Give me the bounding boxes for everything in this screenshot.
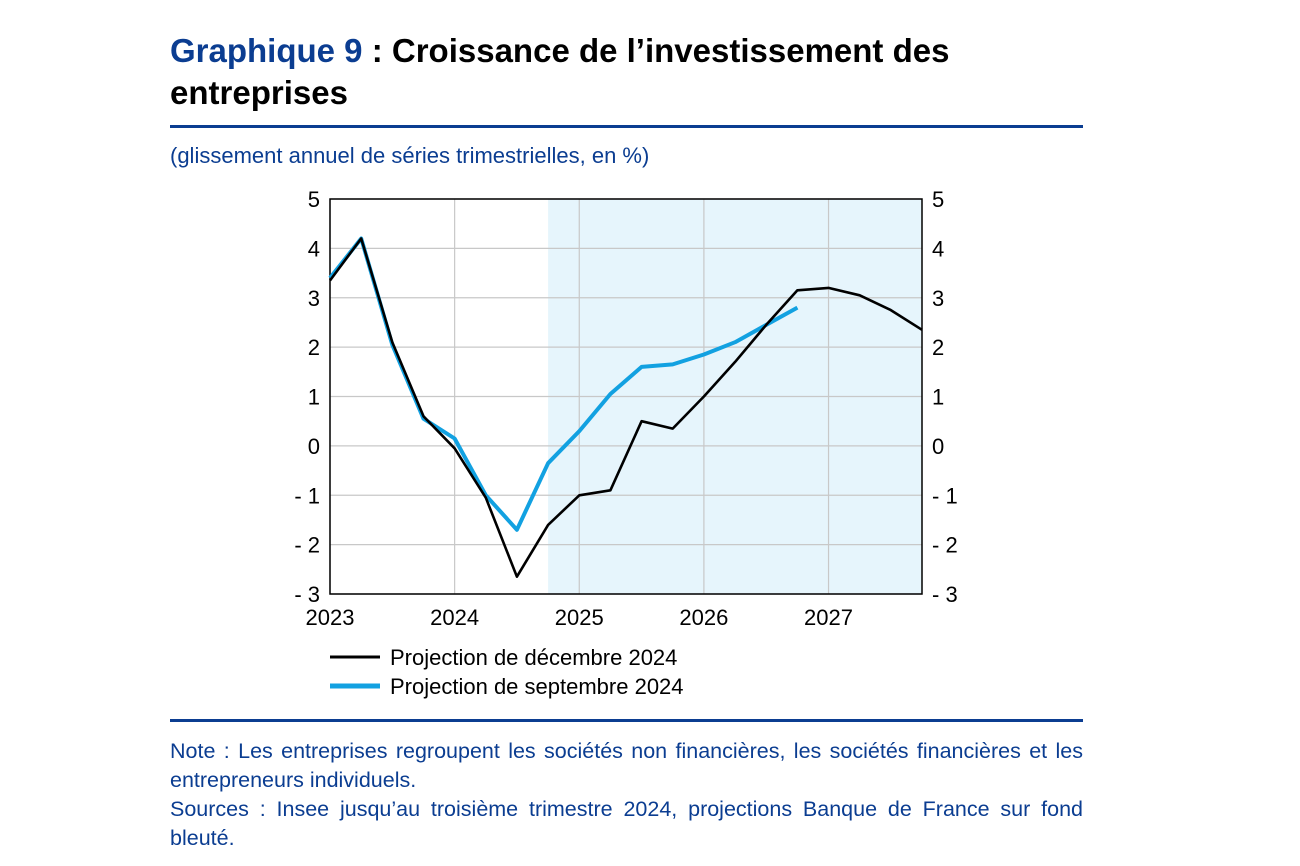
y-tick-label-left: 1 (308, 385, 320, 410)
y-tick-label-right: 5 (932, 187, 944, 212)
y-tick-label-right: 1 (932, 385, 944, 410)
plot-frame (329, 198, 923, 595)
sources-text: Sources : Insee jusqu’au troisième trime… (170, 797, 1083, 850)
y-tick-label-left: 3 (308, 286, 320, 311)
y-tick-label-left: - 3 (294, 582, 320, 607)
x-tick-label: 2024 (430, 605, 479, 630)
y-tick-label-left: 2 (308, 335, 320, 360)
chart-title-text: : Croissance de l’investissement des ent… (170, 32, 950, 111)
y-tick-label-left: 5 (308, 187, 320, 212)
chart-title: Graphique 9 : Croissance de l’investisse… (170, 30, 1090, 114)
x-tick-label: 2023 (306, 605, 355, 630)
y-tick-label-left: - 1 (294, 483, 320, 508)
x-tick-label: 2026 (679, 605, 728, 630)
chart-number: Graphique 9 (170, 32, 363, 69)
y-tick-label-right: 3 (932, 286, 944, 311)
y-tick-label-left: - 2 (294, 533, 320, 558)
y-tick-label-right: - 2 (932, 533, 958, 558)
chart-subtitle: (glissement annuel de séries trimestriel… (170, 143, 650, 168)
y-tick-label-right: 0 (932, 434, 944, 459)
legend-label: Projection de décembre 2024 (390, 645, 677, 670)
y-tick-label-left: 0 (308, 434, 320, 459)
y-tick-label-right: - 1 (932, 483, 958, 508)
y-tick-label-right: 4 (932, 236, 944, 261)
x-tick-label: 2025 (555, 605, 604, 630)
top-rule (170, 125, 1083, 128)
y-tick-label-right: - 3 (932, 582, 958, 607)
legend: Projection de décembre 2024 Projection de… (330, 645, 684, 699)
notes-block: Note : Les entreprises regroupent les so… (170, 737, 1083, 853)
legend-label: Projection de septembre 2024 (390, 674, 684, 699)
y-tick-label-left: 4 (308, 236, 320, 261)
series-line-december (328, 237, 923, 579)
note-text: Note : Les entreprises regroupent les so… (170, 739, 1083, 792)
y-tick-label-right: 2 (932, 335, 944, 360)
bottom-rule (170, 719, 1083, 722)
x-tick-label: 2027 (804, 605, 853, 630)
